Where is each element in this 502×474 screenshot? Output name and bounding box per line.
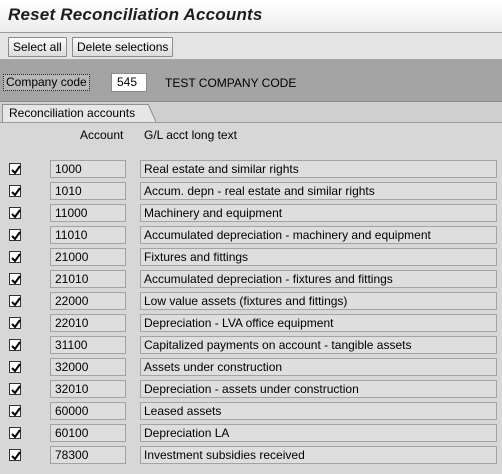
row-checkbox[interactable] [9,427,21,439]
row-checkbox[interactable] [9,273,21,285]
selection-header: Company code 545 TEST COMPANY CODE [0,60,502,102]
long-text-cell[interactable]: Accumulated depreciation - machinery and… [140,226,497,244]
account-cell[interactable]: 60100 [50,424,126,442]
checkmark-icon [11,341,21,351]
company-code-label: Company code [3,74,90,91]
title-bar: Reset Reconciliation Accounts [0,0,502,33]
table-row: 60000 Leased assets [0,401,502,423]
company-code-field[interactable]: 545 [111,73,147,92]
accounts-table: Account G/L acct long text 1000 Real esta… [0,122,502,474]
row-checkbox[interactable] [9,251,21,263]
row-checkbox[interactable] [9,229,21,241]
row-checkbox[interactable] [9,339,21,351]
long-text-cell[interactable]: Real estate and similar rights [140,160,497,178]
checkmark-icon [11,231,21,241]
checkmark-icon [11,209,21,219]
table-row: 78300 Investment subsidies received [0,445,502,467]
table-row: 60100 Depreciation LA [0,423,502,445]
long-text-cell[interactable]: Depreciation - assets under construction [140,380,497,398]
checkmark-icon [11,429,21,439]
account-cell[interactable]: 32000 [50,358,126,376]
checkmark-icon [11,363,21,373]
account-cell[interactable]: 22000 [50,292,126,310]
account-cell[interactable]: 11000 [50,204,126,222]
table-row: 11000 Machinery and equipment [0,203,502,225]
account-cell[interactable]: 21000 [50,248,126,266]
long-text-cell[interactable]: Machinery and equipment [140,204,497,222]
account-cell[interactable]: 1010 [50,182,126,200]
row-checkbox[interactable] [9,163,21,175]
checkmark-icon [11,275,21,285]
table-row: 32000 Assets under construction [0,357,502,379]
long-text-cell[interactable]: Depreciation LA [140,424,497,442]
column-header-long-text: G/L acct long text [144,128,237,142]
account-cell[interactable]: 60000 [50,402,126,420]
long-text-cell[interactable]: Depreciation - LVA office equipment [140,314,497,332]
long-text-cell[interactable]: Low value assets (fixtures and fittings) [140,292,497,310]
account-cell[interactable]: 21010 [50,270,126,288]
tab-reconciliation-accounts[interactable]: Reconciliation accounts [2,104,146,122]
table-row: 1000 Real estate and similar rights [0,159,502,181]
long-text-cell[interactable]: Capitalized payments on account - tangib… [140,336,497,354]
select-all-button[interactable]: Select all [8,37,67,57]
row-checkbox[interactable] [9,295,21,307]
table-row: 31100 Capitalized payments on account - t… [0,335,502,357]
page-title: Reset Reconciliation Accounts [8,5,263,24]
row-checkbox[interactable] [9,317,21,329]
tab-corner-icon [140,104,156,122]
account-cell[interactable]: 78300 [50,446,126,464]
long-text-cell[interactable]: Investment subsidies received [140,446,497,464]
checkmark-icon [11,165,21,175]
table-row: 21000 Fixtures and fittings [0,247,502,269]
row-checkbox[interactable] [9,185,21,197]
tab-strip: Reconciliation accounts [0,102,502,122]
checkmark-icon [11,297,21,307]
delete-selections-button[interactable]: Delete selections [72,37,174,57]
row-checkbox[interactable] [9,361,21,373]
table-row: 21010 Accumulated depreciation - fixtures… [0,269,502,291]
table-row: 22000 Low value assets (fixtures and fitt… [0,291,502,313]
row-checkbox[interactable] [9,449,21,461]
table-row: 32010 Depreciation - assets under constru… [0,379,502,401]
long-text-cell[interactable]: Assets under construction [140,358,497,376]
company-name-text: TEST COMPANY CODE [165,76,297,90]
account-cell[interactable]: 1000 [50,160,126,178]
table-row: 11010 Accumulated depreciation - machiner… [0,225,502,247]
row-checkbox[interactable] [9,207,21,219]
account-cell[interactable]: 11010 [50,226,126,244]
row-checkbox[interactable] [9,383,21,395]
table-row: 22010 Depreciation - LVA office equipment [0,313,502,335]
application-toolbar: Select all Delete selections [0,33,502,60]
account-cell[interactable]: 22010 [50,314,126,332]
long-text-cell[interactable]: Fixtures and fittings [140,248,497,266]
table-row: 1010 Accum. depn - real estate and simila… [0,181,502,203]
checkmark-icon [11,385,21,395]
checkmark-icon [11,407,21,417]
account-cell[interactable]: 31100 [50,336,126,354]
checkmark-icon [11,187,21,197]
column-header-account: Account [80,128,124,142]
long-text-cell[interactable]: Accum. depn - real estate and similar ri… [140,182,497,200]
checkmark-icon [11,253,21,263]
checkmark-icon [11,319,21,329]
row-checkbox[interactable] [9,405,21,417]
account-cell[interactable]: 32010 [50,380,126,398]
checkmark-icon [11,451,21,461]
long-text-cell[interactable]: Accumulated depreciation - fixtures and … [140,270,497,288]
long-text-cell[interactable]: Leased assets [140,402,497,420]
